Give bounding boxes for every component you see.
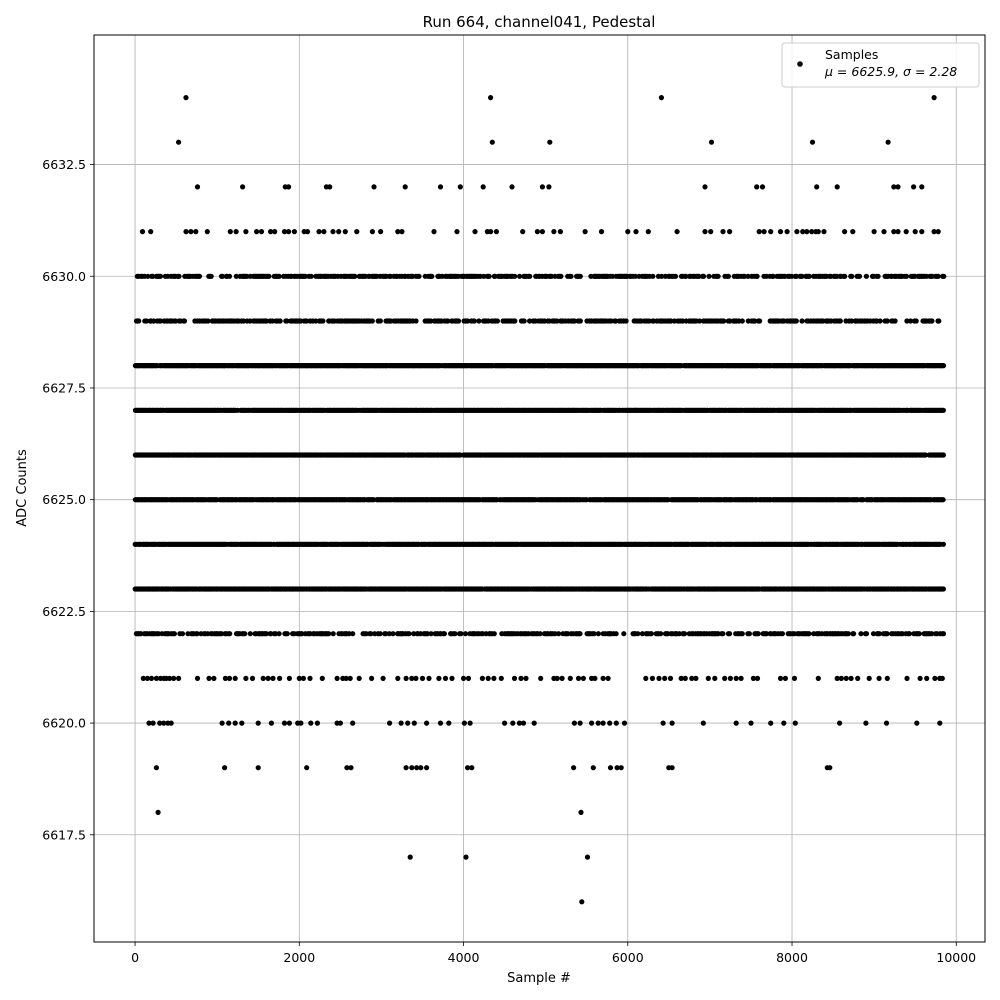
data-point: [247, 631, 253, 637]
data-point: [739, 631, 745, 637]
data-point: [746, 631, 753, 637]
data-point: [390, 631, 396, 637]
data-point: [940, 497, 946, 503]
data-point: [171, 631, 177, 637]
data-point: [940, 586, 947, 592]
data-point: [658, 631, 664, 637]
data-point: [458, 631, 464, 637]
data-point: [179, 631, 186, 637]
data-point: [227, 631, 233, 637]
data-point: [406, 631, 412, 637]
data-point: [621, 631, 627, 637]
data-point: [682, 631, 688, 637]
data-point: [284, 631, 290, 637]
data-points: [132, 95, 947, 905]
data-point: [755, 631, 761, 637]
data-point: [779, 631, 786, 637]
data-point: [940, 407, 947, 413]
data-point: [577, 631, 583, 637]
data-point: [940, 452, 947, 458]
data-point: [595, 631, 602, 637]
data-point: [648, 631, 655, 637]
data-point: [806, 631, 812, 637]
chart-title: Run 664, channel041, Pedestal: [423, 13, 656, 31]
data-point: [635, 631, 641, 637]
data-point: [441, 631, 447, 637]
data-point: [330, 631, 336, 637]
data-point: [377, 631, 383, 637]
data-point: [613, 631, 619, 637]
data-point: [491, 631, 497, 637]
data-point: [727, 631, 733, 637]
data-point: [940, 541, 947, 547]
data-point: [326, 631, 332, 637]
data-point: [242, 631, 248, 637]
data-point: [720, 631, 726, 637]
data-point: [350, 631, 356, 637]
data-point: [940, 363, 947, 369]
data-point: [452, 631, 458, 637]
data-point: [276, 631, 282, 637]
